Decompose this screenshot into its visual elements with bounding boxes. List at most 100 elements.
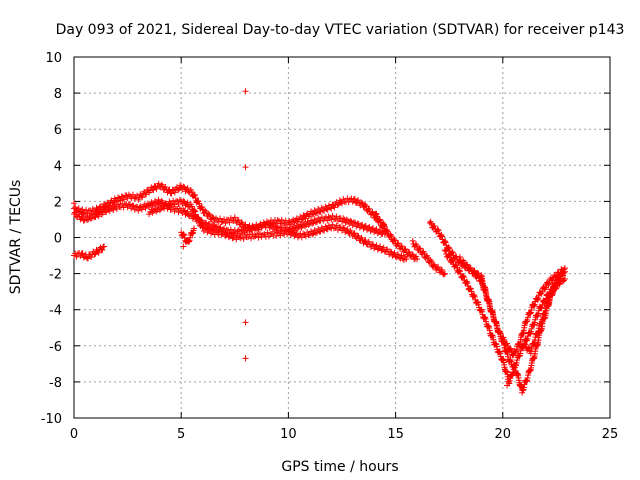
data-point-track-c: [171, 201, 178, 208]
data-point-track-i: [467, 264, 474, 271]
data-point-track-c: [168, 200, 175, 207]
data-point-track-g: [442, 238, 449, 245]
data-point-track-g: [445, 244, 452, 251]
data-point-track-a: [180, 207, 187, 214]
data-point-track-a: [87, 215, 94, 222]
data-point-track-b: [261, 221, 268, 228]
data-point-track-b: [153, 185, 160, 192]
data-point-track-b: [355, 197, 362, 204]
data-point-track-a: [155, 196, 162, 203]
data-point-track-j: [549, 290, 556, 297]
data-point-track-b: [209, 214, 216, 221]
data-point-track-h: [457, 268, 464, 275]
data-point-track-i: [546, 280, 553, 287]
data-point-track-i: [539, 288, 546, 295]
data-point-track-h: [460, 272, 467, 279]
data-point-track-h: [449, 256, 456, 263]
data-point-track-b: [255, 226, 262, 233]
data-point-track-c: [305, 232, 312, 239]
data-point-track-i: [541, 285, 548, 292]
data-point-track-g: [435, 227, 442, 234]
data-point-track-k: [191, 225, 198, 232]
data-point-track-c: [253, 231, 260, 238]
data-point-track-c: [312, 230, 319, 237]
data-point-track-c: [184, 199, 191, 206]
data-points: [71, 88, 568, 396]
data-point-track-b: [359, 200, 366, 207]
x-tick-label: 15: [387, 427, 404, 442]
data-point-track-g: [506, 357, 513, 364]
data-point-track-j: [522, 341, 529, 348]
data-point-track-c: [281, 230, 288, 237]
data-point-track-b: [191, 191, 198, 198]
data-point-track-i: [507, 345, 514, 352]
data-point-track-c: [228, 231, 235, 238]
data-point-track-b: [180, 183, 187, 190]
data-point-track-g: [439, 233, 446, 240]
data-point-track-c: [398, 252, 405, 259]
data-point-track-h: [441, 247, 448, 254]
data-point-track-i: [561, 266, 568, 273]
data-point-track-b: [300, 212, 307, 219]
data-point-track-a: [343, 216, 350, 223]
data-point-track-b: [171, 189, 178, 196]
data-point-track-i: [516, 342, 523, 349]
data-point-track-f: [438, 266, 445, 273]
data-point-track-a: [325, 213, 332, 220]
data-point-track-i: [512, 349, 519, 356]
data-point-track-b: [123, 192, 130, 199]
data-point-track-a: [329, 212, 336, 219]
data-point-track-g: [434, 226, 441, 233]
data-point-track-b: [246, 222, 253, 229]
y-tick-label: -6: [49, 340, 62, 355]
data-point-track-h: [475, 301, 482, 308]
data-point-track-f: [440, 271, 447, 278]
data-point-track-b: [103, 203, 110, 210]
data-point-track-j: [549, 289, 556, 296]
data-point-track-j: [556, 281, 563, 288]
data-point-track-b: [362, 201, 369, 208]
data-point-track-c: [251, 233, 258, 240]
data-point-track-c: [403, 256, 410, 263]
data-point-track-c: [217, 228, 224, 235]
data-point-track-c: [380, 244, 387, 251]
data-point-track-c: [156, 207, 163, 214]
x-tick-label: 0: [70, 427, 78, 442]
data-point-track-b: [196, 200, 203, 207]
data-point-track-h: [538, 305, 545, 312]
data-point-track-e: [391, 236, 398, 243]
data-point-track-h: [442, 247, 449, 254]
data-point-track-b: [87, 207, 94, 214]
data-point-track-b: [155, 180, 162, 187]
data-point-track-f: [426, 258, 433, 265]
data-point-track-b: [351, 195, 358, 202]
y-tick-label: 6: [54, 123, 62, 138]
y-tick-label: 2: [54, 195, 62, 210]
data-point-track-b: [191, 192, 198, 199]
data-point-track-b: [331, 204, 338, 211]
data-point-track-i: [501, 336, 508, 343]
data-point-track-c: [342, 229, 349, 236]
data-point-track-e: [398, 243, 405, 250]
data-point-outlier: [242, 88, 249, 95]
data-point-track-a: [142, 205, 149, 212]
data-point-track-b: [129, 191, 136, 198]
data-point-track-c: [344, 226, 351, 233]
x-tick-label: 25: [602, 427, 619, 442]
data-point-track-h: [467, 285, 474, 292]
data-point-track-a: [84, 217, 91, 224]
data-point-track-b: [113, 198, 120, 205]
data-point-track-c: [195, 216, 202, 223]
data-point-track-a: [135, 207, 142, 214]
data-point-track-j: [557, 277, 564, 284]
data-point-track-b: [231, 214, 238, 221]
data-point-track-g: [449, 249, 456, 256]
data-point-track-g: [442, 239, 449, 246]
data-point-track-d: [99, 247, 106, 254]
data-point-track-e: [402, 246, 409, 253]
data-point-track-c: [377, 243, 384, 250]
data-point-track-b: [276, 217, 283, 224]
data-point-track-e: [383, 227, 390, 234]
data-point-track-h: [460, 274, 467, 281]
data-point-track-h: [456, 267, 463, 274]
